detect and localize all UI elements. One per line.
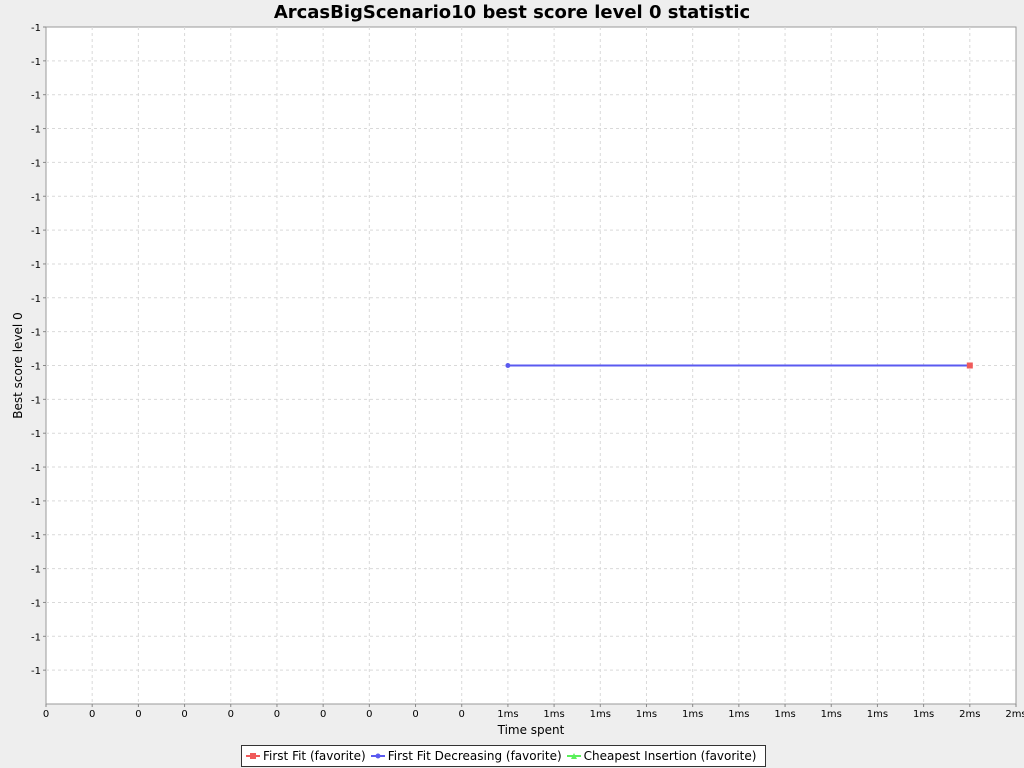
y-tick-label: -1 xyxy=(31,328,41,339)
y-tick-label: -1 xyxy=(31,192,41,203)
x-tick-label: 1ms xyxy=(590,709,611,720)
x-tick-label: 0 xyxy=(135,709,141,720)
y-tick-label: -1 xyxy=(31,226,41,237)
y-tick-label: -1 xyxy=(31,395,41,406)
y-tick-label: -1 xyxy=(31,57,41,68)
y-tick-label: -1 xyxy=(31,598,41,609)
data-point xyxy=(505,363,511,368)
y-tick-label: -1 xyxy=(31,531,41,542)
y-tick-label: -1 xyxy=(31,463,41,474)
legend-swatch-icon xyxy=(566,753,581,759)
y-tick-label: -1 xyxy=(31,91,41,102)
chart-title: ArcasBigScenario10 best score level 0 st… xyxy=(273,2,751,23)
x-tick-label: 0 xyxy=(89,709,95,720)
x-tick-label: 2ms xyxy=(959,709,980,720)
x-tick-label: 0 xyxy=(181,709,187,720)
x-tick-label: 0 xyxy=(412,709,418,720)
x-tick-label: 1ms xyxy=(497,709,518,720)
x-tick-label: 1ms xyxy=(682,709,703,720)
y-tick-label: -1 xyxy=(31,632,41,643)
data-point xyxy=(966,362,973,369)
legend-swatch-icon xyxy=(370,753,385,759)
legend-item: First Fit (favorite) xyxy=(246,749,366,763)
legend-label: First Fit (favorite) xyxy=(263,749,366,763)
x-tick-label: 1ms xyxy=(774,709,795,720)
x-axis-label: Time spent xyxy=(497,723,565,737)
x-tick-label: 0 xyxy=(320,709,326,720)
legend-item: Cheapest Insertion (favorite) xyxy=(566,749,757,763)
x-tick-label: 1ms xyxy=(728,709,749,720)
x-tick-label: 0 xyxy=(366,709,372,720)
x-tick-label: 0 xyxy=(459,709,465,720)
legend-label: Cheapest Insertion (favorite) xyxy=(583,749,757,763)
x-tick-label: 1ms xyxy=(543,709,564,720)
x-tick-label: 1ms xyxy=(636,709,657,720)
y-tick-label: -1 xyxy=(31,565,41,576)
y-tick-label: -1 xyxy=(31,497,41,508)
x-tick-label: 1ms xyxy=(867,709,888,720)
y-tick-label: -1 xyxy=(31,260,41,271)
y-axis-label: Best score level 0 xyxy=(11,312,25,418)
x-tick-label: 0 xyxy=(228,709,234,720)
y-tick-label: -1 xyxy=(31,294,41,305)
x-tick-label: 0 xyxy=(274,709,280,720)
legend-item: First Fit Decreasing (favorite) xyxy=(370,749,562,763)
legend-label: First Fit Decreasing (favorite) xyxy=(387,749,562,763)
x-tick-label: 1ms xyxy=(913,709,934,720)
chart-canvas: 0 0 0 0 0 0 0 0 0 0 1ms 1ms 1ms 1ms 1ms 1ms 1ms 1ms 1ms 1ms… xyxy=(11,23,1024,737)
y-tick-label: -1 xyxy=(31,429,41,440)
y-tick-label: -1 xyxy=(31,158,41,169)
y-tick-label: -1 xyxy=(31,125,41,136)
chart-legend: First Fit (favorite) First Fit Decreasing… xyxy=(241,745,767,767)
legend-swatch-icon xyxy=(246,753,260,759)
y-tick-label: -1 xyxy=(31,666,41,677)
y-tick-label: -1 xyxy=(31,362,41,373)
x-tick-label: 0 xyxy=(43,709,49,720)
x-tick-label: 2ms xyxy=(1005,709,1024,720)
y-tick-label: -1 xyxy=(31,23,41,34)
x-tick-label: 1ms xyxy=(821,709,842,720)
